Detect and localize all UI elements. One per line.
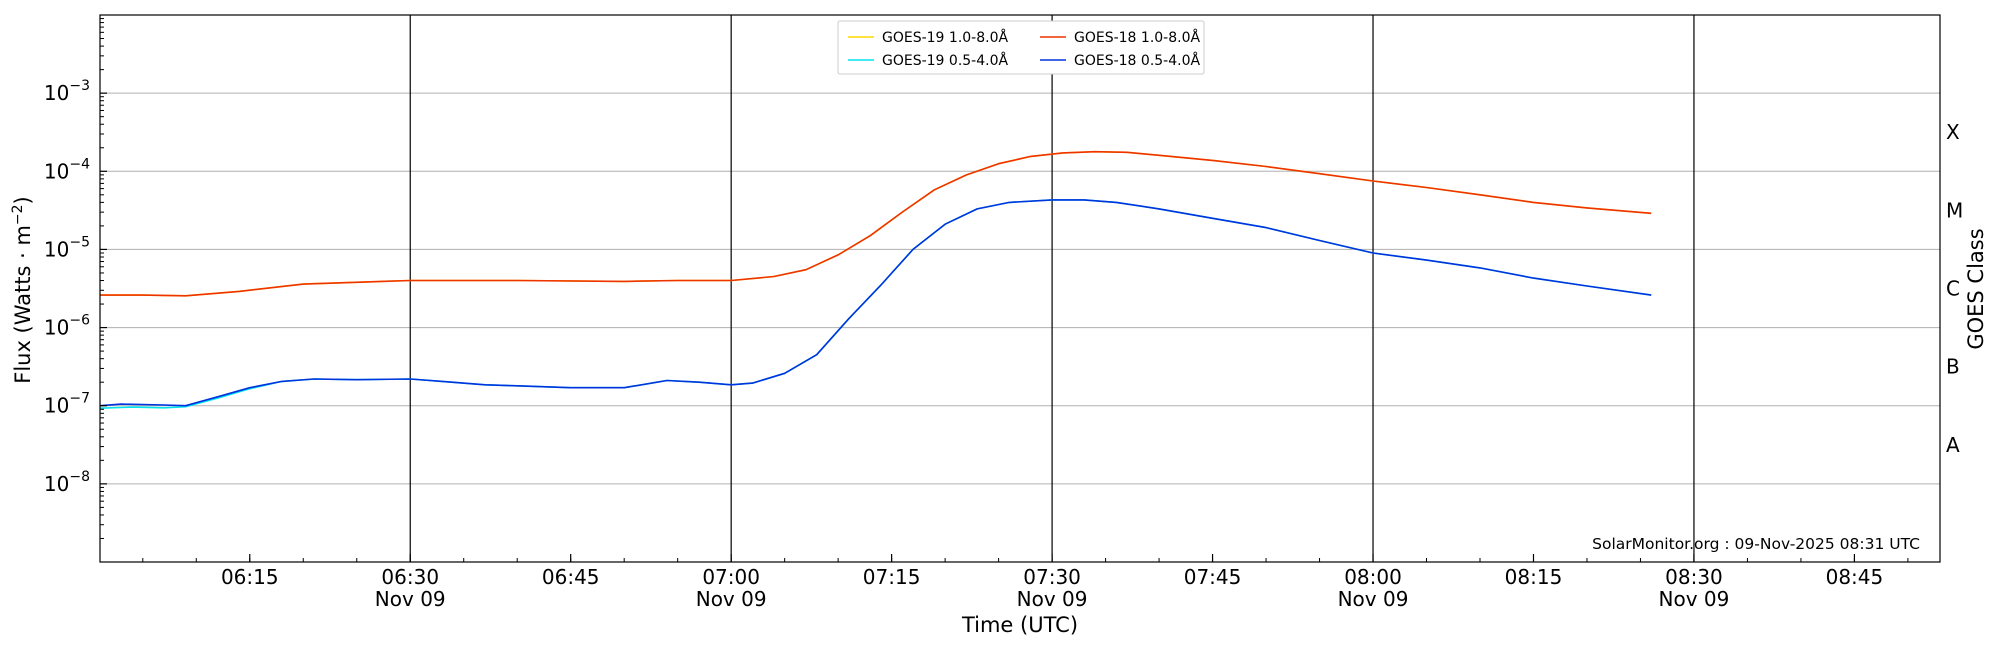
series-layer [99,150,1652,409]
vertical-lines-layer [409,15,1695,562]
y-tick-label: 10−5 [44,234,90,261]
legend-box [837,20,1205,75]
series-line-1 [100,150,1652,297]
legend: GOES-19 1.0-8.0Å GOES-19 0.5-4.0Å GOES-18 … [837,20,1205,75]
series-line-3 [100,150,1652,297]
goes-class-label: M [1946,198,1963,222]
x-tick-label: 06:30 [381,565,439,589]
x-tick-label: 08:15 [1505,565,1563,589]
legend-label: GOES-18 1.0-8.0Å [1074,29,1200,46]
grid-layer [100,92,1940,485]
legend-label: GOES-18 0.5-4.0Å [1074,52,1200,69]
x-tick-label: 07:15 [863,565,921,589]
x-tick-label: 06:45 [542,565,600,589]
x-tick-label: 07:00 [702,565,760,589]
y-tick-label: 10−8 [44,469,90,496]
x-tick-label: 08:00 [1344,565,1402,589]
goes-class-label: X [1946,120,1960,144]
y-tick-label: 10−3 [44,78,90,105]
goes-class-label: C [1946,277,1960,301]
y-tick-label: 10−4 [44,156,90,183]
x-tick-date-label: Nov 09 [1338,587,1409,611]
x-tick-label: 06:15 [221,565,279,589]
legend-label: GOES-19 1.0-8.0Å [882,29,1008,46]
x-axis-label: Time (UTC) [961,613,1078,637]
y-tick-label: 10−7 [44,391,90,418]
goes-class-label: A [1946,433,1960,457]
plot-frame [99,14,1941,563]
x-tick-date-label: Nov 09 [375,587,446,611]
credit-text: SolarMonitor.org : 09-Nov-2025 08:31 UTC [1592,535,1920,553]
x-tick-label: 08:45 [1826,565,1884,589]
x-tick-date-label: Nov 09 [696,587,767,611]
x-tick-date-label: Nov 09 [1659,587,1730,611]
x-tick-label: 07:30 [1023,565,1081,589]
y-ticks-layer: 10−3 10−4 10−5 10−6 10−7 10−8 [44,18,107,539]
goes-class-label: B [1946,355,1960,379]
x-tick-label: 08:30 [1665,565,1723,589]
y-axis-label-exponent: −2 [10,204,26,225]
series-line-4 [99,199,1652,407]
legend-label: GOES-19 0.5-4.0Å [882,52,1008,69]
goes-class-axis-label: GOES Class [1964,228,1988,349]
x-tick-date-label: Nov 09 [1017,587,1088,611]
y-tick-label: 10−6 [44,313,90,340]
goes-class-layer: X M C B A [1946,120,1963,457]
y-axis-label: Flux (Watts · m−2) [10,196,35,384]
x-tick-label: 07:45 [1184,565,1242,589]
